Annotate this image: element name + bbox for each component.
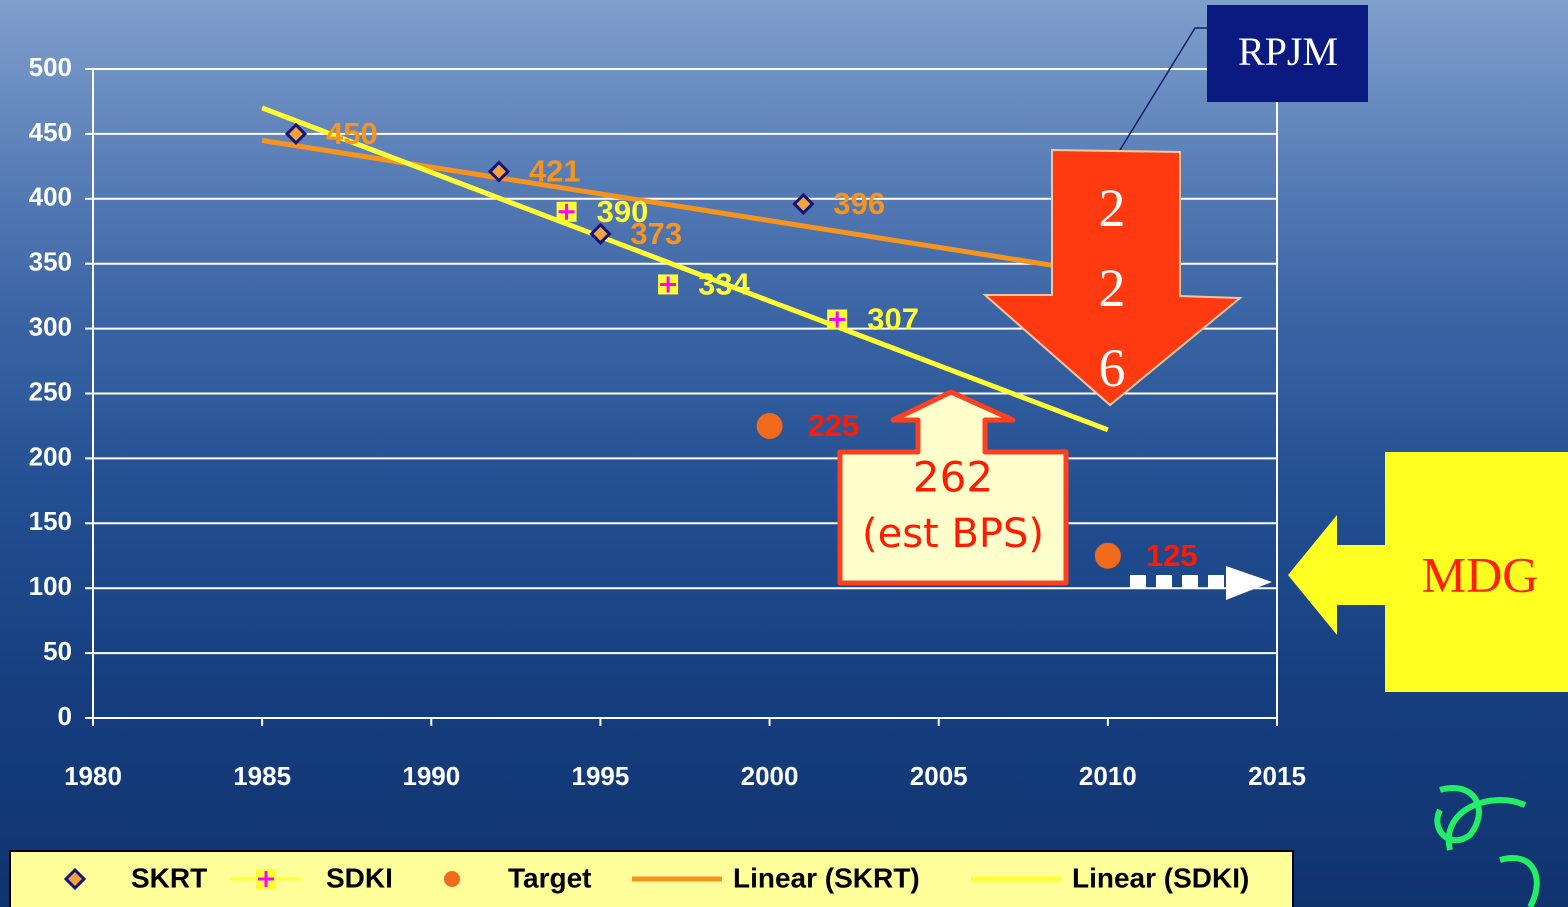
circle-marker bbox=[444, 871, 460, 887]
logo bbox=[1437, 788, 1536, 907]
legend-label: Linear (SKRT) bbox=[733, 862, 920, 893]
y-tick-label: 450 bbox=[29, 117, 72, 147]
bps-note: (est BPS) bbox=[862, 511, 1044, 557]
data-label: 307 bbox=[867, 302, 919, 337]
x-tick-label: 1985 bbox=[233, 761, 291, 791]
x-tick-label: 1980 bbox=[64, 761, 122, 791]
legend-label: Linear (SDKI) bbox=[1072, 862, 1249, 893]
legend-label: SDKI bbox=[326, 862, 393, 893]
plus-marker bbox=[557, 202, 577, 222]
y-tick-label: 150 bbox=[29, 506, 72, 536]
x-tick-label: 2000 bbox=[741, 761, 799, 791]
y-tick-label: 300 bbox=[29, 311, 72, 341]
x-tick-label: 2010 bbox=[1079, 761, 1137, 791]
y-tick-label: 350 bbox=[29, 247, 72, 277]
diamond-marker bbox=[794, 195, 812, 213]
rpjm-value: 226 bbox=[1092, 168, 1132, 408]
diamond-marker bbox=[287, 125, 305, 143]
data-label: 450 bbox=[326, 116, 378, 151]
leader-line bbox=[1120, 28, 1210, 150]
y-tick-label: 500 bbox=[29, 52, 72, 82]
data-label: 421 bbox=[529, 154, 581, 189]
legend-label: Target bbox=[508, 862, 592, 893]
dotted-arrow-head bbox=[1226, 566, 1272, 600]
y-tick-label: 250 bbox=[29, 376, 72, 406]
trend-line bbox=[262, 108, 1108, 430]
data-label: 334 bbox=[698, 267, 750, 302]
legend-label: SKRT bbox=[131, 862, 207, 893]
y-tick-label: 0 bbox=[58, 701, 72, 731]
circle-marker bbox=[757, 413, 783, 439]
legend: SKRT SDKI Target Linear (SKRT) Linear (SDKI) bbox=[10, 851, 1293, 907]
bps-value: 262 bbox=[913, 453, 993, 502]
chart: 0 50 100 150 200 250 300 350 400 450 500 1980 1985 19… bbox=[0, 0, 1568, 907]
y-tick-label: 100 bbox=[29, 571, 72, 601]
data-label: 396 bbox=[833, 186, 885, 221]
rpjm-label: RPJM bbox=[1238, 29, 1338, 74]
plus-marker bbox=[658, 274, 678, 294]
x-tick-label: 1995 bbox=[572, 761, 630, 791]
y-tick-label: 200 bbox=[29, 441, 72, 471]
circle-marker bbox=[1095, 543, 1121, 569]
y-tick-label: 50 bbox=[43, 636, 72, 666]
x-tick-label: 1990 bbox=[402, 761, 460, 791]
plus-marker bbox=[827, 310, 847, 330]
x-tick-label: 2015 bbox=[1248, 761, 1306, 791]
data-label: 390 bbox=[597, 194, 649, 229]
plus-marker bbox=[256, 869, 276, 889]
page: 0 50 100 150 200 250 300 350 400 450 500 1980 1985 19… bbox=[0, 0, 1568, 907]
y-tick-label: 400 bbox=[29, 182, 72, 212]
mdg-label: MDG bbox=[1422, 546, 1539, 602]
trend-line bbox=[262, 140, 1108, 274]
data-label: 225 bbox=[808, 408, 860, 443]
data-label: 125 bbox=[1146, 538, 1198, 573]
x-tick-label: 2005 bbox=[910, 761, 968, 791]
